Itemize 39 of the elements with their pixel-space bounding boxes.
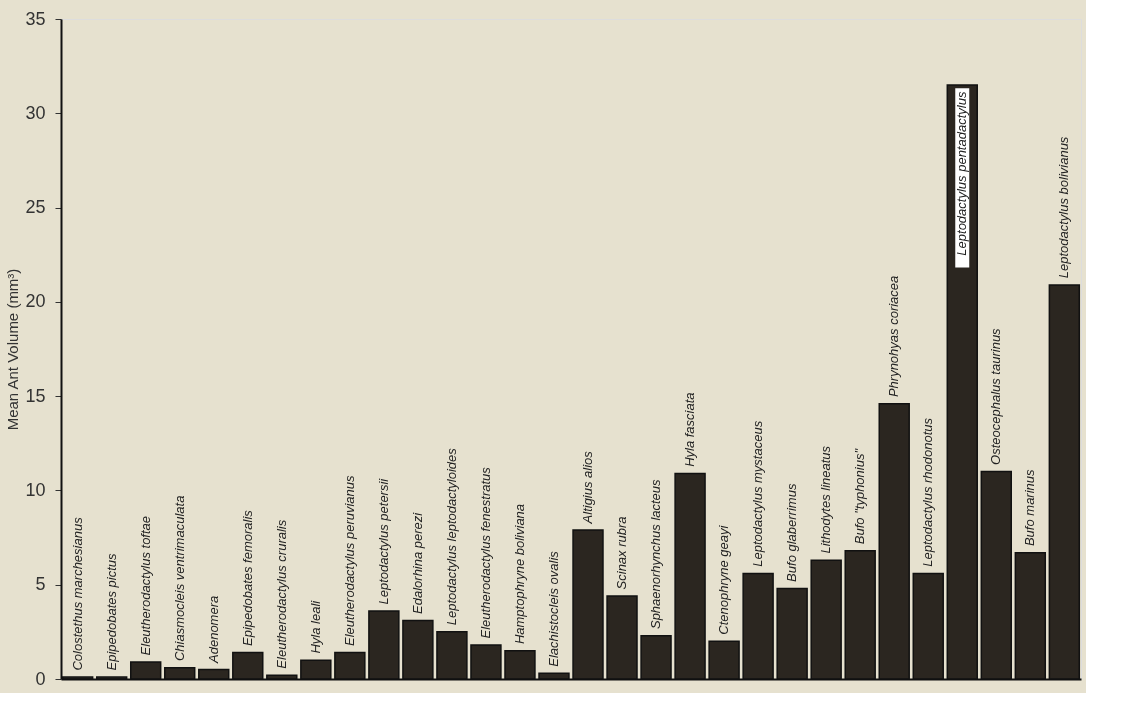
x-tick-label: Ctenophryne geayi: [716, 524, 732, 635]
x-tick-label: Adenomera: [205, 595, 221, 664]
x-tick-label: Leptodactylus bolivianus: [1056, 136, 1072, 279]
y-tick-label: 0: [35, 668, 46, 689]
x-tick-label: Sphaenorhynchus lacteus: [648, 478, 664, 630]
x-tick-label: Hyla fasciata: [682, 392, 698, 467]
x-tick-label: Eleutherodactylus cruralis: [273, 519, 289, 669]
x-tick-label: Epipedobates femoralis: [239, 509, 255, 646]
x-tick-label: Leptodactylus petersii: [375, 477, 391, 605]
x-tick-label: Leptodactylus leptodactyloides: [443, 447, 459, 626]
x-tick-label: Bufo marinus: [1022, 468, 1038, 547]
x-tick-label: Osteocephalus taurinus: [988, 327, 1004, 465]
x-tick-label: Colostethus marchesianus: [69, 516, 85, 671]
x-tick-label: Eleutherodactylus toftae: [137, 515, 153, 656]
x-tick-label: Altigius alios: [580, 450, 596, 525]
x-tick-label: Eleutherodactylus fenestratus: [477, 466, 493, 639]
x-tick-label: Elachistocleis ovalis: [545, 550, 561, 667]
x-tick-label: Edalorhina perezi: [409, 511, 425, 614]
x-tick-label: Hyla leali: [307, 599, 323, 654]
x-tick-label: Bufo glaberrimus: [784, 483, 800, 582]
x-tick-label: Leptodactylus pentadactylus: [954, 91, 970, 256]
x-tick-label: Eleutherodactylus peruvianus: [341, 474, 357, 646]
y-tick-label: 20: [25, 291, 46, 312]
x-tick-label: Phrynohyas coriacea: [886, 275, 902, 398]
x-tick-label: Scinax rubra: [614, 516, 630, 590]
x-tick-label: Hamptophryne boliviana: [511, 503, 527, 645]
y-tick-label: 15: [25, 385, 46, 406]
x-tick-label: Chiasmocleis ventrimaculata: [171, 495, 187, 662]
y-axis-title: Mean Ant Volume (mm³): [4, 268, 22, 431]
y-tick-label: 5: [35, 574, 46, 595]
x-tick-label: Leptodactylus rhodonotus: [920, 417, 936, 567]
y-tick-label: 25: [25, 197, 46, 218]
y-tick-label: 10: [25, 479, 46, 500]
x-tick-label: Leptodactylus mystaceus: [750, 420, 766, 567]
x-tick-label: Bufo "typhonius": [852, 447, 868, 545]
x-tick-label: Epipedobates pictus: [103, 552, 119, 671]
y-tick-label: 35: [25, 8, 46, 29]
x-tick-label: Lithodytes lineatus: [818, 445, 834, 554]
y-tick-label: 30: [25, 102, 46, 123]
